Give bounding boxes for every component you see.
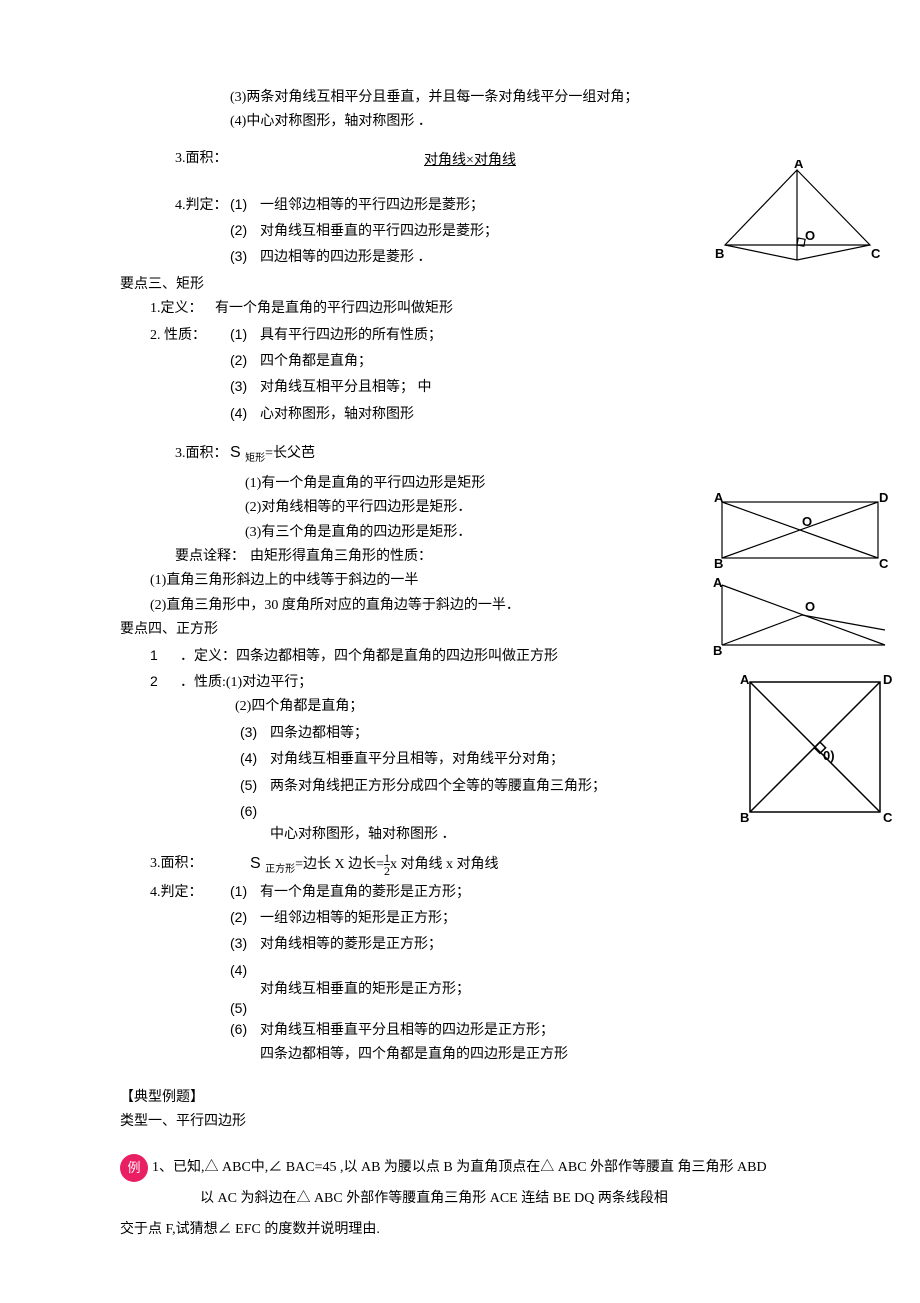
figure-rectangle: A D B C O	[710, 490, 890, 570]
rhombus-judge-2: 对角线互相垂直的平行四边形是菱形；	[260, 221, 498, 243]
label-a: A	[740, 672, 750, 687]
problem-line-2: 以 AC 为斜边在△ ABC 外部作等腰直角三角形 ACE 连结 BE DQ 两…	[120, 1184, 820, 1215]
label-b: B	[713, 643, 722, 658]
label-o: 0)	[823, 748, 835, 763]
list-num: (1)	[230, 880, 260, 902]
figure-square: A D B C 0)	[735, 670, 895, 830]
list-num: (6)	[240, 800, 270, 822]
rect-area-label: 3.面积：	[175, 443, 230, 465]
square-area-label: 3.面积：	[150, 853, 250, 875]
rect-prop-2: 四个角都是直角；	[260, 351, 372, 373]
list-num: (4)	[230, 959, 260, 981]
square-judge-6: 四条边都相等，四个角都是直角的四边形是正方形	[260, 1044, 568, 1066]
square-def-num: 1	[150, 644, 180, 666]
rect-prop-label: 2. 性质：	[150, 325, 230, 347]
list-num: (4)	[230, 402, 260, 424]
label-a: A	[714, 490, 724, 505]
square-judge-2: 一组邻边相等的矩形是正方形；	[260, 908, 456, 930]
square-prop-2: (2)四个角都是直角；	[120, 696, 820, 718]
square-prop-6: 中心对称图形，轴对称图形 ．	[270, 824, 456, 846]
list-num: (2)	[230, 906, 260, 928]
label-a: A	[794, 160, 804, 171]
rect-def: 有一个角是直角的平行四边形叫做矩形	[215, 298, 453, 320]
label-c: C	[871, 246, 880, 261]
list-num: (3)	[230, 375, 260, 397]
example-icon: 例	[120, 1154, 148, 1182]
rect-prop-4: 心对称图形，轴对称图形	[260, 404, 414, 426]
list-num: (4)	[240, 747, 270, 769]
label-o: O	[805, 228, 815, 243]
square-def: ．定义：四条边都相等，四个角都是直角的四边形叫做正方形	[180, 646, 558, 668]
square-judge-1: 有一个角是直角的菱形是正方形；	[260, 882, 470, 904]
list-num: (1)	[230, 193, 260, 215]
label-b: B	[715, 246, 724, 261]
rhombus-judge-3: 四边相等的四边形是菱形 ．	[260, 247, 432, 269]
list-num: (2)	[230, 219, 260, 241]
list-num: (1)	[230, 323, 260, 345]
rhombus-judge-label: 4.判定：	[175, 195, 230, 217]
label-b: B	[714, 556, 723, 570]
label-o: O	[805, 599, 815, 614]
square-judge-3: 对角线相等的菱形是正方形；	[260, 934, 442, 956]
rect-prop-3: 对角线互相平分且相等； 中	[260, 377, 432, 399]
rhombus-prop-3: (3)两条对角线互相平分且垂直，并且每一条对角线平分一组对角；	[120, 87, 820, 109]
label-c: C	[879, 556, 889, 570]
list-num: (3)	[230, 932, 260, 954]
square-prop-num: 2	[150, 670, 180, 692]
square-prop-5: 两条对角线把正方形分成四个全等的等腰直角三角形；	[270, 776, 606, 798]
square-judge-4: 对角线互相垂直的矩形是正方形；	[260, 979, 470, 1001]
square-judge-label: 4.判定：	[150, 882, 230, 904]
examples-section: 【典型例题】	[120, 1087, 820, 1109]
list-num: (5)	[230, 997, 260, 1019]
square-prop-4: 对角线互相垂直平分且相等，对角线平分对角；	[270, 749, 564, 771]
rect-prop-1: 具有平行四边形的所有性质；	[260, 325, 442, 347]
rhombus-judge-1: 一组邻边相等的平行四边形是菱形；	[260, 195, 484, 217]
label-b: B	[740, 810, 749, 825]
figure-rt-triangle: A B O	[710, 575, 890, 660]
list-num: (2)	[230, 349, 260, 371]
label-o: O	[802, 514, 812, 529]
list-num: (3)	[240, 721, 270, 743]
list-num: (3)	[230, 245, 260, 267]
examples-type1: 类型一、平行四边形	[120, 1111, 820, 1133]
section-rectangle: 要点三、矩形	[120, 274, 820, 296]
list-num: (5)	[240, 774, 270, 796]
rhombus-prop-4: (4)中心对称图形，轴对称图形 ．	[120, 111, 820, 133]
rect-def-label: 1.定义：	[150, 298, 215, 320]
problem-line-3: 交于点 F,试猜想∠ EFC 的度数并说明理由.	[120, 1215, 820, 1246]
square-judge-5: 对角线互相垂直平分且相等的四边形是正方形；	[260, 1020, 554, 1042]
square-area-formula: S 正方形=边长 X 边长=12x 对角线 x 对角线	[250, 851, 499, 878]
rect-note-label: 要点诠释：	[175, 546, 250, 568]
label-a: A	[713, 575, 723, 590]
square-prop-3: 四条边都相等；	[270, 723, 368, 745]
label-d: D	[883, 672, 892, 687]
label-d: D	[879, 490, 888, 505]
rhombus-area-label: 3.面积：	[120, 148, 235, 170]
example-problem: 例 1、已知,△ ABC中,∠ BAC=45 ,以 AB 为腰以点 B 为直角顶点…	[120, 1153, 820, 1245]
label-c: C	[883, 810, 893, 825]
list-num: (6)	[230, 1018, 260, 1040]
rect-area-formula: S 矩形=长父芭	[230, 440, 315, 467]
square-prop-head: ．性质:(1)对边平行；	[180, 672, 312, 694]
problem-line-1: 1、已知,△ ABC中,∠ BAC=45 ,以 AB 为腰以点 B 为直角顶点在…	[152, 1160, 767, 1175]
rect-note: 由矩形得直角三角形的性质：	[250, 546, 432, 568]
figure-rhombus: A B C O	[715, 160, 880, 275]
